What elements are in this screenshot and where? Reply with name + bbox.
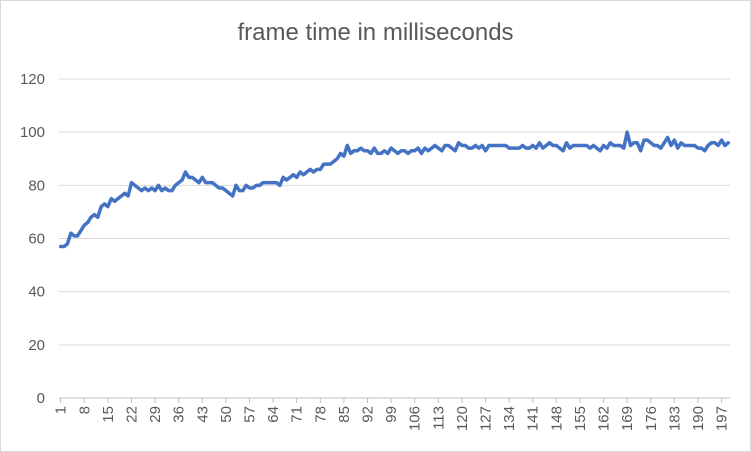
x-tick-label: 57 — [242, 406, 259, 423]
y-tick-label: 20 — [28, 337, 45, 354]
x-tick-label: 15 — [100, 406, 117, 423]
series-line — [58, 130, 731, 249]
chart-title: frame time in milliseconds — [237, 19, 514, 46]
x-tick-label: 155 — [572, 406, 589, 431]
x-tick-label: 99 — [383, 406, 400, 423]
x-tick-label: 127 — [478, 406, 495, 431]
x-tick-label: 134 — [501, 406, 518, 431]
x-tick-label: 43 — [194, 406, 211, 423]
x-tick-label: 71 — [289, 406, 306, 423]
x-tick-label: 8 — [76, 406, 93, 414]
x-tick-label: 141 — [525, 406, 542, 431]
x-tick-label: 183 — [666, 406, 683, 431]
x-tick-label: 29 — [147, 406, 164, 423]
y-tick-label: 100 — [20, 124, 45, 141]
x-tick-label: 197 — [714, 406, 731, 431]
x-tick-label: 64 — [265, 406, 282, 423]
x-tick-label: 1 — [53, 406, 70, 414]
x-tick-label: 85 — [336, 406, 353, 423]
x-tick-label: 50 — [218, 406, 235, 423]
x-tick-label: 113 — [430, 406, 447, 430]
y-tick-label: 0 — [37, 390, 45, 407]
x-tick-label: 22 — [123, 406, 140, 423]
y-tick-label: 120 — [20, 71, 45, 88]
x-tick-label: 36 — [171, 406, 188, 423]
y-tick-label: 60 — [28, 231, 45, 248]
x-tick-label: 78 — [312, 406, 329, 423]
x-tick-label: 148 — [548, 406, 565, 431]
x-tick-label: 106 — [407, 406, 424, 431]
y-tick-label: 40 — [28, 284, 45, 301]
x-tick-label: 169 — [619, 406, 636, 431]
y-tick-label: 80 — [28, 177, 45, 194]
x-tick-label: 92 — [360, 406, 377, 423]
x-tick-label: 176 — [643, 406, 660, 431]
x-tick-label: 162 — [596, 406, 613, 431]
x-tick-label: 190 — [690, 406, 707, 431]
x-tick-label: 120 — [454, 406, 471, 431]
